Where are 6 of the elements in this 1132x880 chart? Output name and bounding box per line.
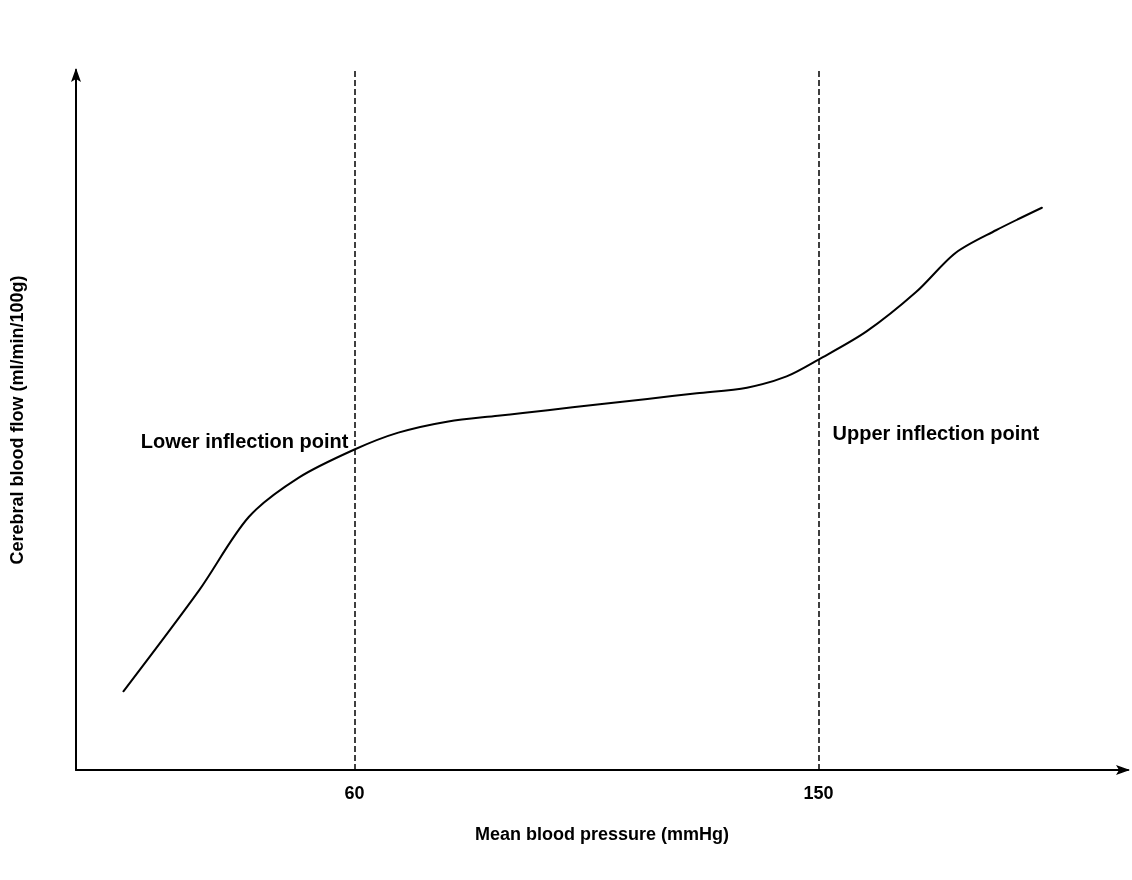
x-tick-label: 60 xyxy=(344,783,365,803)
y-axis-title: Cerebral blood flow (ml/min/100g) xyxy=(7,275,27,565)
annotation: Lower inflection point xyxy=(140,430,349,453)
annotation: Upper inflection point xyxy=(832,421,1040,444)
x-tick-label: 150 xyxy=(803,783,834,803)
x-axis-title: Mean blood pressure (mmHg) xyxy=(474,824,730,844)
